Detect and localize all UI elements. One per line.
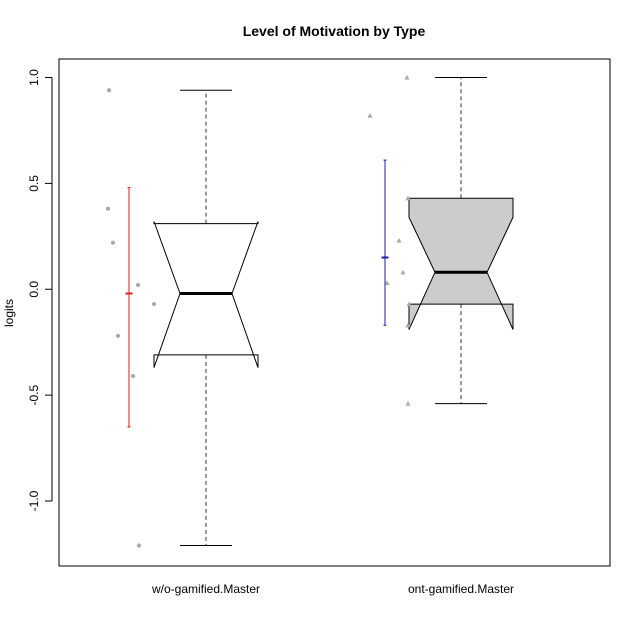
y-tick-label: -0.5 <box>27 384 41 405</box>
data-point <box>400 269 406 275</box>
y-tick-label: 0.5 <box>27 175 41 192</box>
data-point <box>384 280 390 285</box>
data-point <box>396 237 402 243</box>
notched-box <box>408 197 514 330</box>
data-point <box>367 113 373 118</box>
chart-title: Level of Motivation by Type <box>243 23 426 39</box>
plot-frame <box>58 58 611 567</box>
data-point <box>115 333 121 338</box>
data-point <box>130 373 136 379</box>
boxplot-1 <box>105 88 259 548</box>
y-tick-label: -1.0 <box>27 490 41 511</box>
y-tick-label: 1.0 <box>27 69 41 86</box>
boxplot-2 <box>367 74 514 406</box>
data-point <box>405 195 411 201</box>
y-axis: -1.0 -0.5 0.0 0.5 1.0 <box>27 69 53 511</box>
data-point <box>135 282 141 288</box>
data-point <box>106 88 112 93</box>
data-point <box>406 301 412 307</box>
data-point <box>136 543 142 548</box>
y-tick-label: 0.0 <box>27 281 41 298</box>
x-tick-label: w/o-gamified.Master <box>151 582 260 596</box>
y-axis-label: logits <box>2 299 16 327</box>
data-point <box>404 74 410 80</box>
data-point <box>405 322 411 328</box>
x-tick-label: ont-gamified.Master <box>408 582 514 596</box>
boxplot-group <box>105 74 514 548</box>
data-point <box>105 206 111 211</box>
data-point <box>151 301 157 307</box>
data-point <box>110 240 116 245</box>
x-axis: w/o-gamified.Master ont-gamified.Master <box>151 582 514 596</box>
data-point <box>405 400 411 406</box>
